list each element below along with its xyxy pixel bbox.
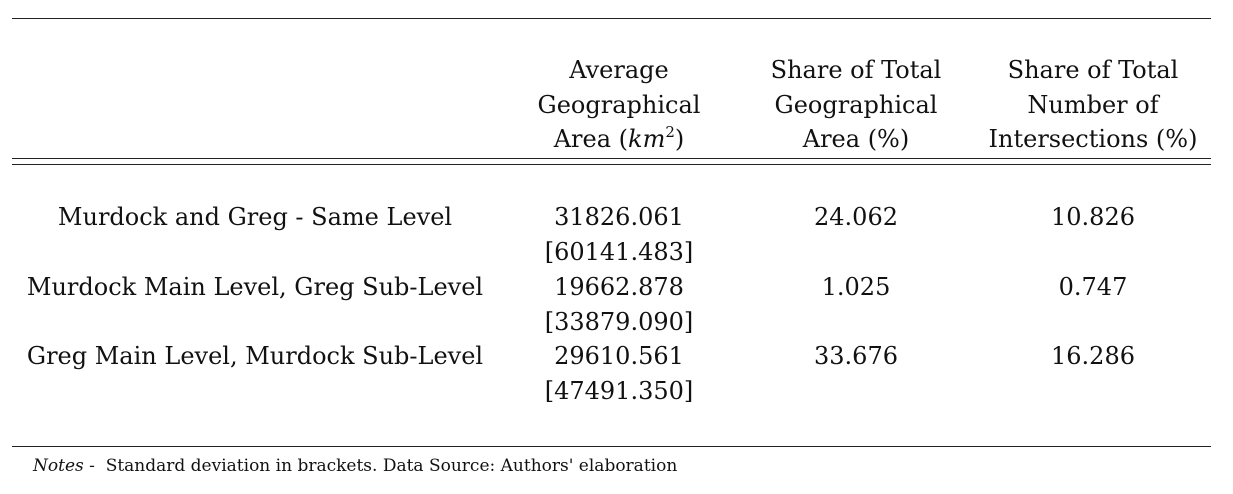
table-top-rule xyxy=(12,18,1211,19)
header-line: Geographical xyxy=(774,90,938,119)
table-bottom-rule xyxy=(12,446,1211,447)
header-line: Average xyxy=(569,56,669,84)
header-line: Share of Total xyxy=(1007,56,1179,84)
share-intersections-value: 10.826 xyxy=(1051,203,1135,231)
share-area-value: 33.676 xyxy=(814,342,898,370)
header-share-intersections: Share of Total Number of Intersections (… xyxy=(978,53,1208,157)
header-unit-exponent: 2 xyxy=(665,123,675,141)
header-unit: km xyxy=(628,125,666,153)
avg-area-value: 31826.061 xyxy=(554,203,684,231)
header-line: Share of Total xyxy=(770,56,942,84)
share-intersections-value: 16.286 xyxy=(1051,342,1135,370)
header-line: Area (%) xyxy=(802,125,910,153)
header-line: Number of xyxy=(1027,90,1159,119)
header-text: ) xyxy=(674,125,685,153)
avg-area-cell: 19662.878 [33879.090] xyxy=(510,270,728,339)
share-area-value: 1.025 xyxy=(821,273,891,301)
header-average-area: Average Geographical Area (km2) xyxy=(510,53,728,157)
row-label: Greg Main Level, Murdock Sub-Level xyxy=(26,342,484,370)
header-line: Geographical xyxy=(537,90,701,119)
header-share-area: Share of Total Geographical Area (%) xyxy=(748,53,964,157)
avg-area-cell: 31826.061 [60141.483] xyxy=(510,200,728,269)
notes-label: Notes - xyxy=(33,456,95,476)
table-notes: Notes - Standard deviation in brackets. … xyxy=(33,454,677,478)
avg-area-value: 19662.878 xyxy=(554,273,684,301)
avg-area-sd: [47491.350] xyxy=(544,376,694,405)
notes-text: Standard deviation in brackets. Data Sou… xyxy=(105,456,678,476)
header-text: Area ( xyxy=(553,125,629,153)
share-intersections-value: 0.747 xyxy=(1058,273,1128,301)
avg-area-value: 29610.561 xyxy=(554,342,684,370)
share-area-value: 24.062 xyxy=(814,203,898,231)
header-rule-upper xyxy=(12,158,1211,159)
avg-area-cell: 29610.561 [47491.350] xyxy=(510,339,728,408)
header-line: Area (km2) xyxy=(510,122,728,157)
header-line: Intersections (%) xyxy=(988,125,1198,153)
avg-area-sd: [33879.090] xyxy=(544,307,694,336)
header-rule-lower xyxy=(12,164,1211,165)
avg-area-sd: [60141.483] xyxy=(544,237,694,266)
row-label: Murdock and Greg - Same Level xyxy=(57,203,453,231)
row-label: Murdock Main Level, Greg Sub-Level xyxy=(26,273,484,301)
